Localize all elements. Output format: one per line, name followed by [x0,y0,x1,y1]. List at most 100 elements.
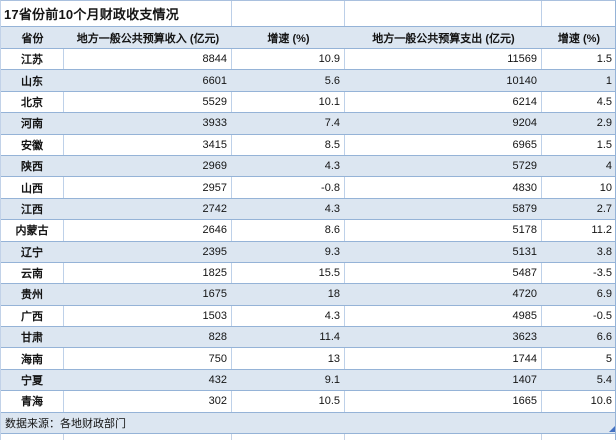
cell-revenue-growth[interactable]: 10.5 [232,391,345,412]
cell-expenditure[interactable]: 9204 [512,117,537,130]
cell-revenue-growth[interactable]: 9.3 [324,245,340,258]
cell-revenue[interactable]: 302 [64,391,232,412]
cell-revenue[interactable]: 2969 [202,160,227,173]
cell-revenue-growth[interactable]: 13 [232,348,345,369]
header-revenue[interactable]: 地方一般公共预算收入 (亿元) [76,32,220,45]
cell-expenditure[interactable]: 6214 [345,91,542,113]
cell-revenue[interactable]: 432 [208,374,227,387]
cell-revenue-growth[interactable]: 18 [327,288,340,301]
cell-expenditure[interactable]: 1407 [512,374,537,387]
cell-expenditure-growth[interactable]: 3.8 [596,245,612,258]
title-row-empty-cell[interactable] [345,1,542,26]
cell-expenditure[interactable]: 11569 [345,49,542,70]
cell-revenue[interactable]: 1825 [64,262,232,284]
cell-expenditure[interactable]: 3623 [512,331,537,344]
title-row-empty-cell[interactable] [542,1,615,26]
cell-expenditure-growth[interactable]: -3.5 [593,267,612,280]
cell-expenditure[interactable]: 6965 [345,134,542,155]
cell-expenditure-growth[interactable]: 5 [605,352,612,365]
cell-revenue-growth[interactable]: 7.4 [324,117,340,130]
cell-revenue[interactable]: 2646 [64,220,232,241]
cell-province[interactable]: 安徽 [1,134,64,155]
cell-revenue[interactable]: 1503 [64,305,232,327]
cell-expenditure[interactable]: 10140 [506,74,537,87]
cell-province[interactable]: 辽宁 [21,246,43,259]
title-row-empty-cell[interactable] [232,1,345,26]
cell-expenditure-growth[interactable]: 6.9 [596,288,612,301]
empty-sheet-cell[interactable] [64,433,232,440]
cell-revenue[interactable]: 2742 [202,202,227,215]
empty-sheet-cell[interactable] [542,434,615,440]
cell-revenue-growth[interactable]: 10.9 [232,49,345,70]
cell-revenue[interactable]: 2395 [202,245,227,258]
cell-expenditure-growth[interactable]: 5.4 [596,374,612,387]
cell-revenue[interactable]: 750 [64,348,232,369]
cell-province[interactable]: 甘肃 [21,332,43,345]
cell-expenditure-growth[interactable]: 4.5 [596,95,612,108]
cell-expenditure-growth[interactable]: 10 [599,181,612,194]
cell-province[interactable]: 北京 [1,91,64,113]
cell-province[interactable]: 江苏 [1,49,64,70]
cell-province[interactable]: 内蒙古 [1,220,64,241]
data-source-note[interactable]: 数据来源：各地财政部门 [5,417,126,430]
cell-province[interactable]: 云南 [1,262,64,284]
header-province[interactable]: 省份 [21,32,44,45]
cell-revenue[interactable]: 3933 [202,117,227,130]
cell-expenditure[interactable]: 5729 [512,160,537,173]
cell-expenditure-growth[interactable]: 1 [605,74,612,87]
cell-expenditure-growth[interactable]: 2.9 [596,117,612,130]
cell-revenue[interactable]: 1675 [202,288,227,301]
cell-province[interactable]: 贵州 [21,289,43,302]
cell-revenue[interactable]: 3415 [64,134,232,155]
cell-expenditure-growth[interactable]: 1.5 [596,53,612,66]
cell-revenue-growth[interactable]: 10.1 [232,91,345,113]
cell-province[interactable]: 广西 [1,305,64,327]
cell-expenditure-growth[interactable]: 11.2 [591,224,612,237]
cell-revenue-growth[interactable]: 4.3 [324,202,340,215]
empty-sheet-cell[interactable] [232,433,345,440]
cell-revenue[interactable]: 6601 [202,74,227,87]
cell-province[interactable]: 山西 [1,177,64,198]
cell-revenue-growth[interactable]: 15.5 [232,262,345,284]
cell-expenditure[interactable]: 4830 [345,177,542,198]
cell-expenditure-growth[interactable]: 4 [605,160,612,173]
cell-revenue-growth[interactable]: 8.6 [232,220,345,241]
cell-revenue[interactable]: 2957 [64,177,232,198]
cell-province[interactable]: 河南 [21,118,43,131]
cell-province[interactable]: 江西 [21,203,43,216]
cell-expenditure[interactable]: 1744 [345,348,542,369]
cell-expenditure-growth[interactable]: -0.5 [593,309,612,322]
header-expenditure[interactable]: 地方一般公共预算支出 (亿元) [372,32,515,45]
cell-expenditure[interactable]: 5178 [345,220,542,241]
empty-sheet-cell[interactable] [345,433,542,440]
cell-expenditure[interactable]: 5879 [512,202,537,215]
cell-expenditure-growth[interactable]: 10.6 [590,395,612,408]
empty-sheet-cell[interactable] [1,433,64,440]
table-resize-handle[interactable] [609,425,615,432]
cell-revenue-growth[interactable]: 5.6 [324,74,340,87]
cell-revenue-growth[interactable]: 4.3 [232,305,345,327]
cell-revenue[interactable]: 8844 [64,49,232,70]
cell-expenditure-growth[interactable]: 1.5 [596,138,612,151]
cell-province[interactable]: 山东 [21,75,43,88]
cell-province[interactable]: 海南 [1,348,64,369]
cell-expenditure[interactable]: 5131 [512,245,537,258]
cell-revenue-growth[interactable]: 4.3 [324,160,340,173]
cell-province[interactable]: 陕西 [21,161,43,174]
cell-province[interactable]: 青海 [1,391,64,412]
header-revenue-growth[interactable]: 增速 (%) [267,32,310,45]
header-expenditure-growth[interactable]: 增速 (%) [557,32,601,45]
cell-expenditure[interactable]: 5487 [345,262,542,284]
cell-province[interactable]: 宁夏 [21,375,43,388]
cell-expenditure-growth[interactable]: 6.6 [596,331,612,344]
cell-revenue-growth[interactable]: -0.8 [232,177,345,198]
cell-expenditure-growth[interactable]: 2.7 [596,202,612,215]
cell-revenue-growth[interactable]: 9.1 [324,374,340,387]
cell-expenditure[interactable]: 1665 [345,391,542,412]
cell-revenue[interactable]: 828 [208,331,227,344]
cell-expenditure[interactable]: 4985 [345,305,542,327]
cell-revenue-growth[interactable]: 11.4 [319,331,340,344]
cell-expenditure[interactable]: 4720 [512,288,537,301]
cell-revenue-growth[interactable]: 8.5 [232,134,345,155]
cell-revenue[interactable]: 5529 [64,91,232,113]
